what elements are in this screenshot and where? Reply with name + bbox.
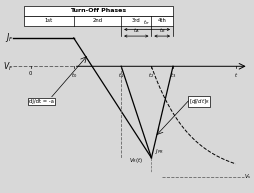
Text: Turn-Off Phases: Turn-Off Phases — [70, 8, 126, 13]
Text: $V_F$: $V_F$ — [3, 60, 13, 73]
Text: 3rd: 3rd — [131, 18, 140, 23]
Text: $V_R(t)$: $V_R(t)$ — [128, 156, 142, 165]
Text: $V_s$: $V_s$ — [243, 172, 251, 181]
FancyBboxPatch shape — [24, 16, 172, 26]
Text: $t_1$: $t_1$ — [118, 71, 124, 80]
Text: 1st: 1st — [44, 18, 53, 23]
Text: $t_{rr}$: $t_{rr}$ — [143, 18, 150, 27]
Text: $t_0$: $t_0$ — [70, 71, 76, 80]
Text: $t$: $t$ — [233, 71, 237, 80]
Text: $t_B$: $t_B$ — [158, 26, 165, 35]
Text: $J_F$: $J_F$ — [5, 31, 13, 44]
Text: 2nd: 2nd — [92, 18, 102, 23]
Text: $J_{PR}$: $J_{PR}$ — [154, 147, 163, 156]
Text: $t_A$: $t_A$ — [133, 26, 139, 35]
Text: $t_3$: $t_3$ — [169, 71, 176, 80]
Text: dJ/dt = -a: dJ/dt = -a — [29, 99, 54, 104]
Text: 0: 0 — [29, 71, 32, 76]
Text: $t_2$: $t_2$ — [148, 71, 154, 80]
FancyBboxPatch shape — [24, 6, 172, 16]
Text: 4th: 4th — [157, 18, 166, 23]
Text: $[dJ/dt]_R$: $[dJ/dt]_R$ — [188, 97, 208, 106]
